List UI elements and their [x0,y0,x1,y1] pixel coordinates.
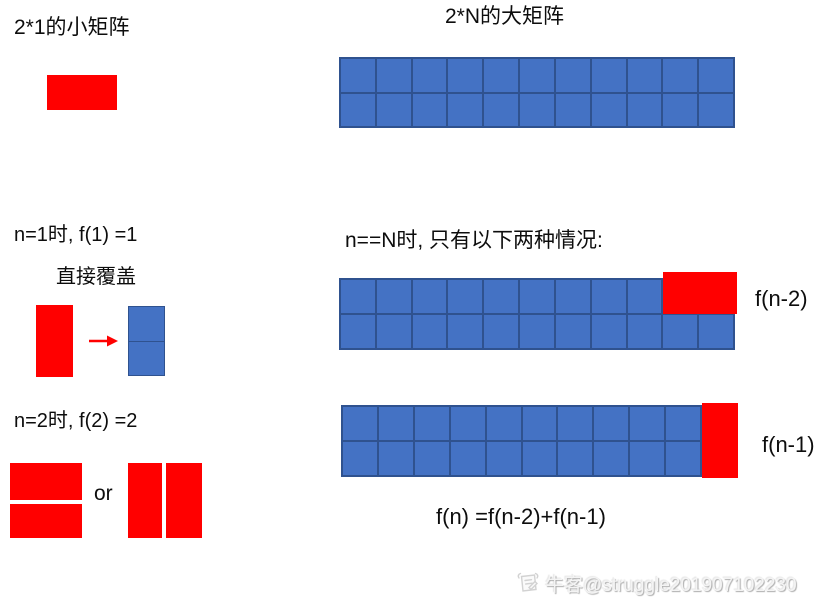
recurrence-formula: f(n) =f(n-2)+f(n-1) [436,504,606,529]
matrix-cell [555,315,590,348]
matrix-cell [666,407,700,440]
right-arrow-icon [88,333,119,354]
matrix-cell [412,280,447,313]
watermark-text: 牛客@struggle201907102230 [545,575,797,596]
matrix-cell [558,442,593,475]
matrix-cell [699,315,733,348]
matrix-cell [591,280,626,313]
n2-horizontal-domino-bottom [10,504,82,538]
small-matrix-title: 2*1的小矩阵 [14,16,130,39]
matrix-cell [558,407,593,440]
cover-caption: 直接覆盖 [56,266,136,288]
matrix-cell [555,93,590,126]
matrix-cell [378,442,413,475]
matrix-cell [627,59,662,92]
n2-vertical-domino-left [128,463,162,538]
matrix-cell [376,315,411,348]
n1-target-grid [128,306,165,376]
n1-red-domino [36,305,73,377]
big-matrix-title: 2*N的大矩阵 [445,5,565,28]
matrix-cell [522,407,557,440]
matrix-cell [129,307,164,341]
case2-grid [341,405,702,477]
matrix-cell [555,280,590,313]
matrix-cell [412,315,447,348]
n1-statement: n=1时, f(1) =1 [14,224,138,246]
n2-horizontal-domino-top [10,463,82,500]
matrix-cell [448,59,483,92]
case1-red-domino [663,272,737,314]
matrix-cell [448,315,483,348]
case-statement: n==N时, 只有以下两种情况: [345,229,603,252]
matrix-cell [129,341,164,375]
matrix-cell [663,93,698,126]
matrix-cell [594,407,629,440]
matrix-cell [378,407,413,440]
matrix-cell [341,315,375,348]
matrix-cell [450,442,485,475]
matrix-cell [520,315,554,348]
matrix-cell [555,59,590,92]
matrix-cell [630,407,665,440]
matrix-cell [450,407,485,440]
matrix-cell [627,93,662,126]
matrix-cell [663,315,698,348]
matrix-cell [341,59,375,92]
matrix-cell [699,59,733,92]
matrix-cell [448,93,483,126]
matrix-cell [591,59,626,92]
matrix-cell [484,59,519,92]
matrix-cell [594,442,629,475]
case1-label: f(n-2) [755,286,808,311]
case2-label: f(n-1) [762,432,815,457]
matrix-cell [448,280,483,313]
n2-statement: n=2时, f(2) =2 [14,410,138,432]
nowcoder-logo-icon [516,572,540,595]
case2-red-domino [702,403,738,478]
matrix-cell [520,59,554,92]
matrix-cell [341,280,375,313]
watermark: 牛客@struggle201907102230 [516,570,797,597]
matrix-cell [627,280,662,313]
matrix-cell [412,93,447,126]
matrix-cell [412,59,447,92]
matrix-cell [376,93,411,126]
matrix-cell [627,315,662,348]
matrix-cell [414,442,449,475]
matrix-cell [630,442,665,475]
matrix-cell [591,93,626,126]
matrix-cell [666,442,700,475]
matrix-cell [486,407,521,440]
matrix-cell [484,280,519,313]
matrix-cell [591,315,626,348]
matrix-cell [376,59,411,92]
matrix-cell [520,280,554,313]
matrix-cell [484,93,519,126]
matrix-cell [484,315,519,348]
or-label: or [94,482,113,505]
matrix-cell [486,442,521,475]
matrix-cell [341,93,375,126]
matrix-cell [414,407,449,440]
big-matrix-grid [339,57,735,128]
matrix-cell [343,407,377,440]
matrix-cell [343,442,377,475]
matrix-cell [663,59,698,92]
matrix-cell [522,442,557,475]
matrix-cell [699,93,733,126]
matrix-cell [376,280,411,313]
n2-vertical-domino-right [166,463,202,538]
matrix-cell [520,93,554,126]
small-matrix-red-rect [47,75,117,110]
